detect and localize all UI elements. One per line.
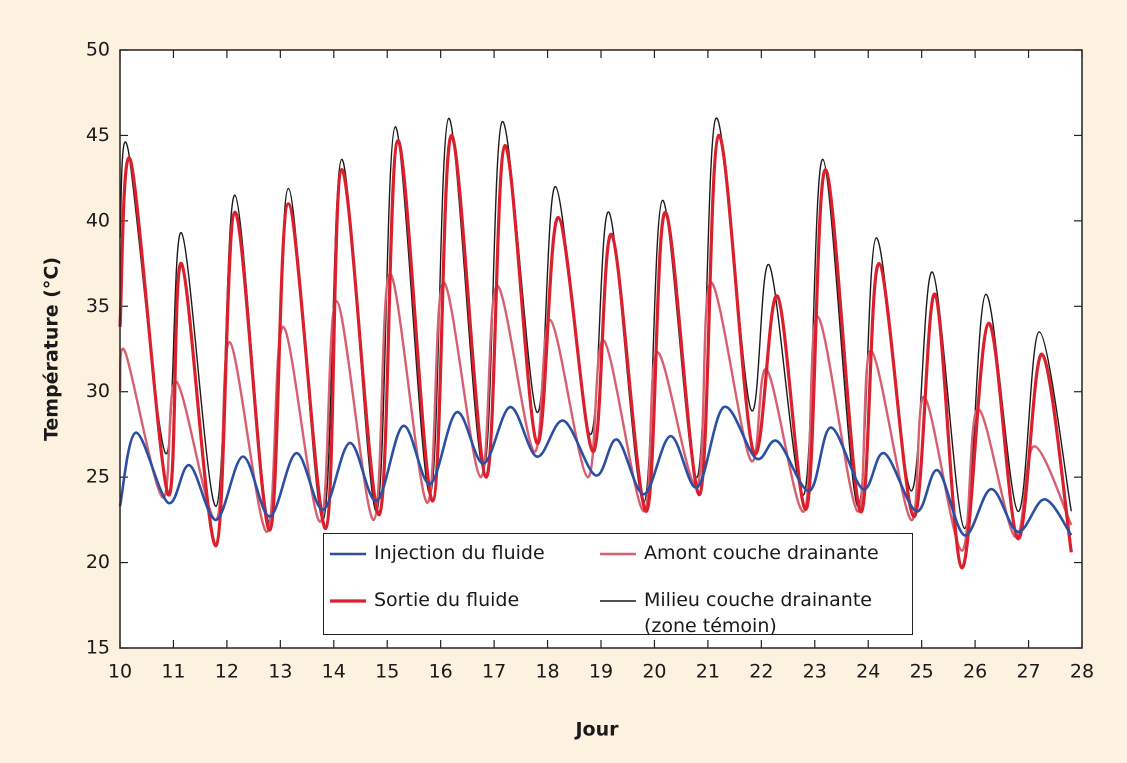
legend-entry: Sortie du fluide [324, 587, 594, 627]
x-tick-label: 24 [856, 661, 880, 683]
legend-entry: Injection du fluide [324, 540, 594, 580]
legend-label: Injection du fluide [374, 542, 545, 564]
x-tick-label: 19 [589, 661, 613, 683]
series-line [118, 405, 1073, 537]
legend-label: Sortie du fluide [374, 589, 520, 611]
legend-swatch [600, 552, 636, 556]
y-tick-label: 20 [86, 551, 110, 573]
legend-label: Amont couche drainante [644, 542, 879, 564]
x-tick-label: 28 [1070, 661, 1094, 683]
legend-entry: Milieu couche drainante (zone témoin) [594, 587, 912, 637]
y-tick-label: 15 [86, 637, 110, 659]
x-tick-label: 18 [535, 661, 559, 683]
legend-swatch [330, 552, 366, 556]
x-tick-label: 16 [429, 661, 453, 683]
legend-swatch [600, 600, 636, 602]
x-tick-label: 10 [108, 661, 132, 683]
x-tick-label: 13 [268, 661, 292, 683]
x-tick-label: 22 [749, 661, 773, 683]
series-line [118, 272, 1073, 552]
legend-label: Milieu couche drainante (zone témoin) [644, 589, 872, 637]
legend-entry: Amont couche drainante [594, 540, 912, 580]
x-tick-label: 20 [642, 661, 666, 683]
x-tick-label: 21 [696, 661, 720, 683]
series-line [118, 133, 1073, 570]
y-tick-label: 30 [86, 380, 110, 402]
y-axis-label: Température (°C) [41, 257, 63, 441]
y-tick-label: 50 [86, 39, 110, 61]
x-tick-label: 12 [215, 661, 239, 683]
y-tick-label: 40 [86, 209, 110, 231]
plot-frame [119, 49, 1083, 649]
x-tick-label: 26 [963, 661, 987, 683]
legend: Injection du fluide Amont couche drainant… [323, 533, 913, 637]
x-tick-label: 23 [803, 661, 827, 683]
x-tick-label: 25 [910, 661, 934, 683]
x-axis-label: Jour [573, 719, 619, 741]
legend-swatch [330, 599, 366, 603]
x-tick-label: 17 [482, 661, 506, 683]
x-tick-label: 11 [161, 661, 185, 683]
x-tick-label: 15 [375, 661, 399, 683]
y-tick-label: 35 [86, 295, 110, 317]
y-tick-label: 25 [86, 466, 110, 488]
y-tick-label: 45 [86, 124, 110, 146]
x-tick-label: 14 [322, 661, 346, 683]
x-tick-label: 27 [1016, 661, 1040, 683]
